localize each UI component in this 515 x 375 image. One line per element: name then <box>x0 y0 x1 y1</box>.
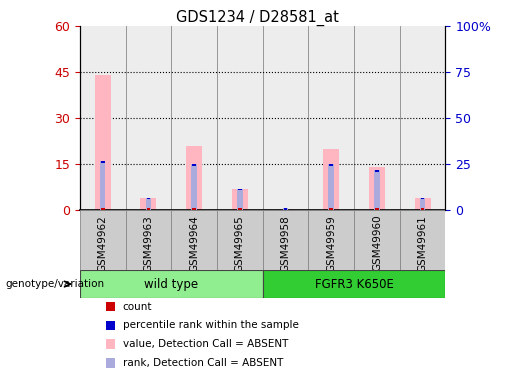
Bar <box>354 210 400 270</box>
Bar <box>192 164 196 166</box>
Bar <box>80 210 126 270</box>
Bar <box>192 209 196 210</box>
Text: count: count <box>123 302 152 312</box>
Bar <box>100 161 106 210</box>
Bar <box>171 210 217 270</box>
Bar <box>217 210 263 270</box>
Bar <box>80 270 263 298</box>
Bar <box>101 209 105 210</box>
Bar <box>329 164 334 210</box>
Text: GSM49962: GSM49962 <box>98 215 108 272</box>
Bar <box>238 209 242 210</box>
Bar <box>217 26 263 210</box>
Bar <box>369 167 385 210</box>
Text: GSM49959: GSM49959 <box>326 215 336 272</box>
Text: rank, Detection Call = ABSENT: rank, Detection Call = ABSENT <box>123 358 283 368</box>
Text: GSM49965: GSM49965 <box>235 215 245 272</box>
Bar <box>330 209 333 210</box>
Text: GSM49960: GSM49960 <box>372 215 382 272</box>
Bar <box>283 209 288 210</box>
Bar <box>330 164 333 166</box>
Bar <box>101 161 105 163</box>
Bar <box>237 189 243 210</box>
Text: GSM49958: GSM49958 <box>281 215 290 272</box>
Bar <box>415 198 431 210</box>
Bar <box>374 170 380 210</box>
Bar <box>126 210 171 270</box>
Text: GSM49963: GSM49963 <box>143 215 153 272</box>
Bar <box>308 210 354 270</box>
Bar <box>263 270 445 298</box>
Bar <box>421 209 424 210</box>
Bar <box>263 26 308 210</box>
Bar <box>284 209 287 210</box>
Bar <box>95 75 111 210</box>
Bar <box>375 170 379 172</box>
Bar <box>284 209 287 210</box>
Text: value, Detection Call = ABSENT: value, Detection Call = ABSENT <box>123 339 288 349</box>
Text: genotype/variation: genotype/variation <box>5 279 104 289</box>
Bar <box>421 198 424 200</box>
Bar <box>238 189 242 190</box>
Bar <box>354 26 400 210</box>
Bar <box>146 198 151 210</box>
Bar <box>400 210 445 270</box>
Bar <box>278 209 294 210</box>
Bar <box>263 210 308 270</box>
Bar <box>147 198 150 200</box>
Text: wild type: wild type <box>144 278 198 291</box>
Text: percentile rank within the sample: percentile rank within the sample <box>123 320 299 330</box>
Text: FGFR3 K650E: FGFR3 K650E <box>315 278 393 291</box>
Bar <box>420 198 425 210</box>
Bar <box>308 26 354 210</box>
Bar <box>147 209 150 210</box>
Bar <box>323 149 339 210</box>
Text: GSM49964: GSM49964 <box>189 215 199 272</box>
Bar <box>126 26 171 210</box>
Text: GSM49961: GSM49961 <box>418 215 427 272</box>
Text: GDS1234 / D28581_at: GDS1234 / D28581_at <box>176 9 339 26</box>
Bar <box>80 26 126 210</box>
Bar <box>192 164 197 210</box>
Bar <box>141 198 157 210</box>
Bar <box>186 146 202 210</box>
Bar <box>232 189 248 210</box>
Bar <box>171 26 217 210</box>
Bar <box>400 26 445 210</box>
Bar <box>375 209 379 210</box>
